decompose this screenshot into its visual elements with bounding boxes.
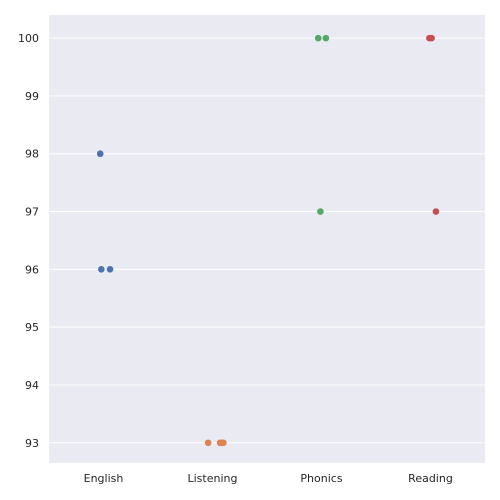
plot-area-background <box>49 15 485 463</box>
y-tick-label-99: 99 <box>25 90 39 103</box>
point-phonics-1 <box>314 34 322 42</box>
x-axis-tick-labels: English Listening Phonics Reading <box>84 472 453 485</box>
point-reading-2 <box>428 34 435 42</box>
point-english-3 <box>106 266 114 273</box>
y-tick-label-97: 97 <box>25 206 39 219</box>
y-tick-label-96: 96 <box>25 263 39 276</box>
grid-lines <box>49 37 485 444</box>
x-tick-label-reading: Reading <box>408 472 453 485</box>
point-listening-4 <box>220 439 227 447</box>
x-tick-label-english: English <box>84 472 124 485</box>
y-axis-tick-labels: 93 94 95 96 97 98 99 100 <box>18 32 39 450</box>
y-tick-label-95: 95 <box>25 321 39 334</box>
point-english-2 <box>98 266 105 273</box>
y-tick-label-100: 100 <box>18 32 39 45</box>
point-english-1 <box>96 150 104 158</box>
point-phonics-3 <box>317 208 324 215</box>
y-tick-label-93: 93 <box>25 437 39 450</box>
data-points <box>96 34 440 447</box>
x-tick-label-phonics: Phonics <box>300 472 342 485</box>
point-phonics-2 <box>322 34 330 42</box>
point-listening-1 <box>204 439 212 447</box>
y-tick-label-94: 94 <box>25 379 39 392</box>
point-reading-3 <box>432 208 440 215</box>
y-tick-label-98: 98 <box>25 148 39 161</box>
x-tick-label-listening: Listening <box>188 472 238 485</box>
